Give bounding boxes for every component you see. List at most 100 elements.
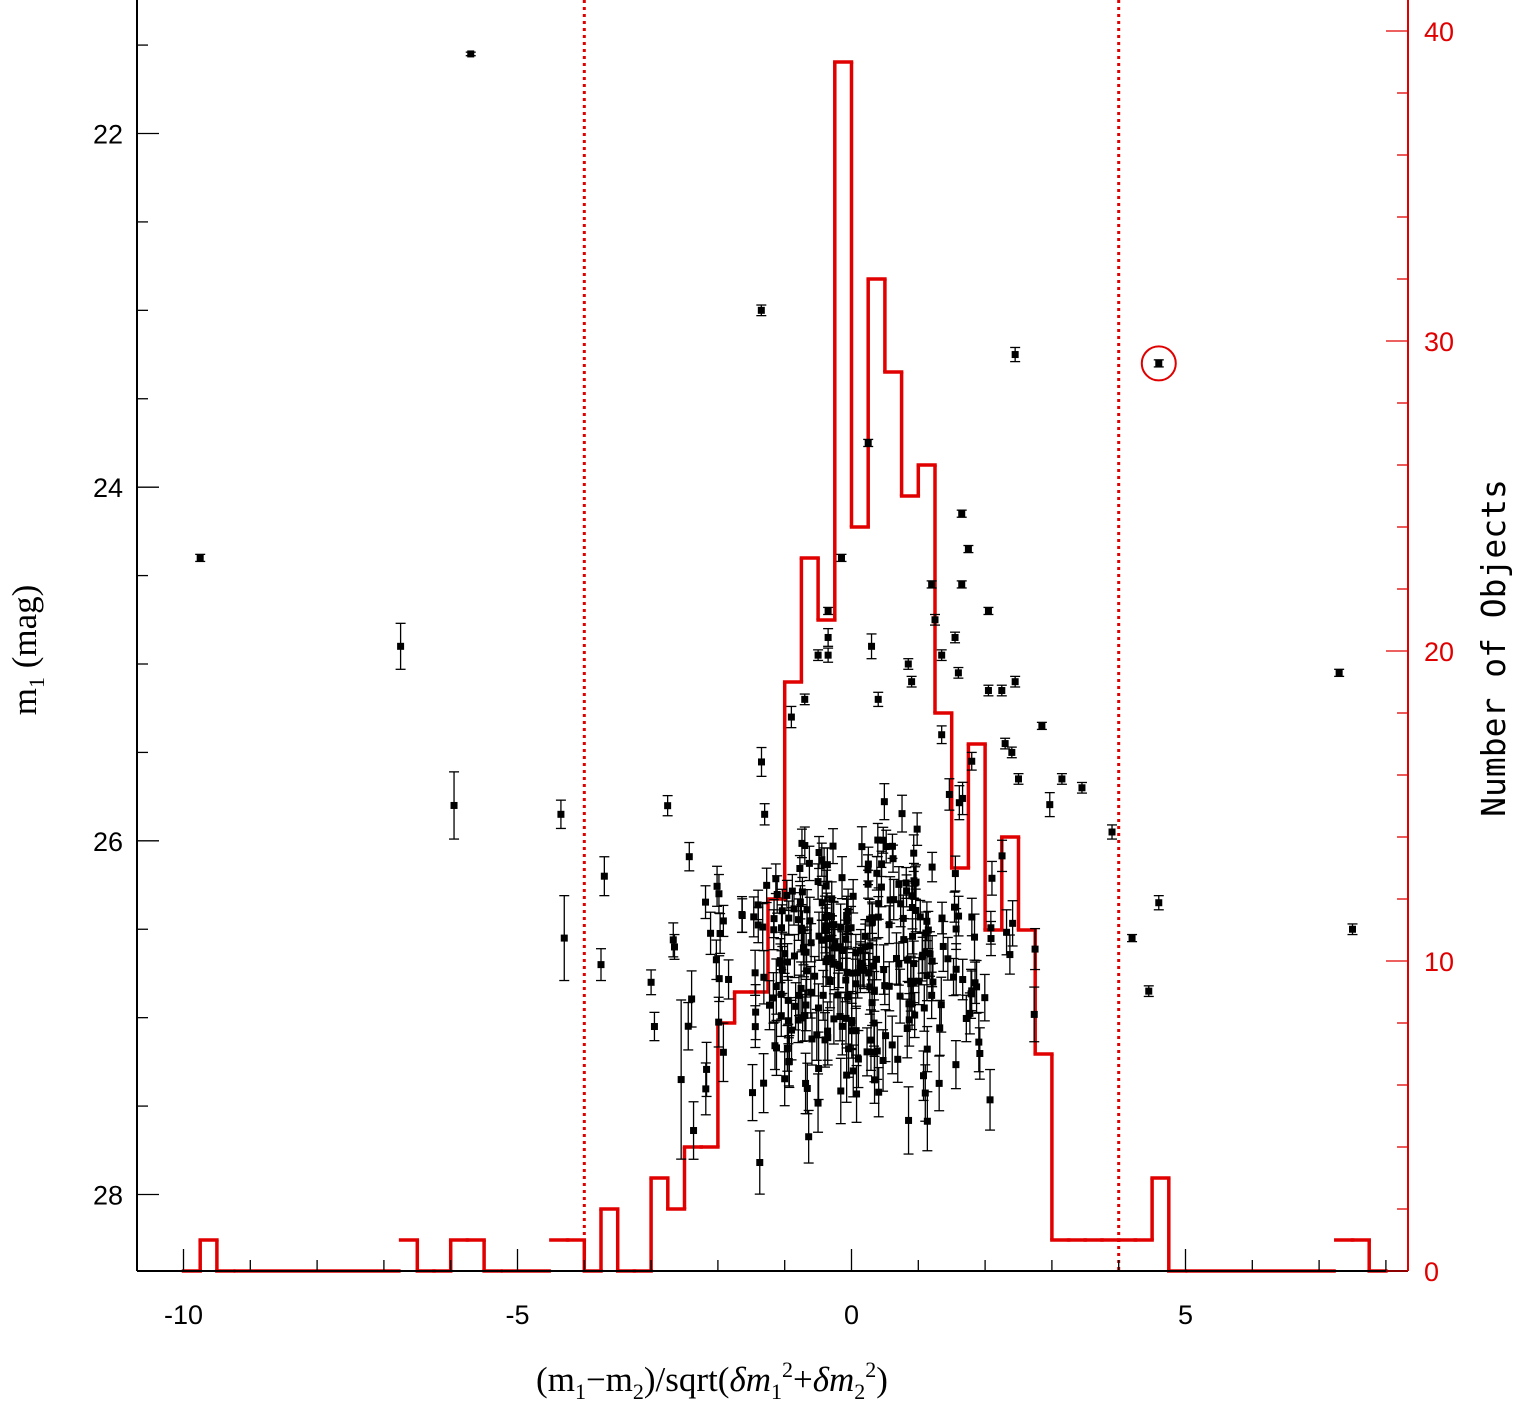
data-marker — [783, 891, 791, 899]
data-marker — [864, 439, 872, 447]
data-marker — [760, 1079, 768, 1087]
data-marker — [854, 1055, 862, 1063]
cloud-point — [936, 976, 947, 1033]
data-marker — [826, 978, 834, 986]
data-marker — [811, 972, 819, 980]
data-marker — [890, 896, 898, 904]
data-marker — [866, 942, 874, 950]
data-marker — [874, 836, 882, 844]
data-marker — [788, 887, 796, 895]
data-marker — [715, 890, 723, 898]
cloud-point — [901, 874, 912, 908]
cloud-point — [816, 842, 827, 877]
data-marker — [895, 960, 903, 968]
x-tick-label: -5 — [505, 1300, 529, 1330]
data-marker — [838, 874, 846, 882]
data-marker — [984, 607, 992, 615]
cloud-point — [777, 945, 788, 995]
data-point — [823, 606, 834, 616]
data-marker — [802, 1001, 810, 1009]
cloud-point — [686, 970, 697, 1028]
data-point — [1010, 675, 1021, 688]
cloud-point — [841, 992, 852, 1045]
data-marker — [905, 1116, 913, 1124]
data-marker — [792, 1002, 800, 1010]
cloud-point — [937, 901, 948, 935]
cloud-point — [1029, 986, 1040, 1043]
cloud-point — [713, 873, 724, 914]
cloud-point — [922, 1091, 933, 1152]
data-marker — [938, 914, 946, 922]
data-marker — [938, 651, 946, 659]
cloud-point — [907, 918, 918, 955]
data-marker — [955, 799, 963, 807]
cloud-point — [951, 943, 962, 996]
y2-axis-title: Number of Objects — [1474, 479, 1513, 817]
data-point — [953, 666, 964, 679]
cloud-point — [769, 898, 780, 939]
data-point — [1127, 933, 1138, 943]
data-marker — [868, 999, 876, 1007]
data-marker — [837, 554, 845, 562]
data-point — [786, 705, 797, 729]
cloud-point — [908, 940, 919, 987]
cloud-point — [986, 920, 997, 957]
data-points — [195, 50, 1358, 1195]
data-marker — [998, 687, 1006, 695]
data-marker — [450, 801, 458, 809]
data-marker — [920, 1004, 928, 1012]
cloud-point — [927, 851, 938, 883]
x-axis-title: (m1−m2)/sqrt(δm12+δm22) — [536, 1357, 888, 1401]
data-marker — [1145, 987, 1153, 995]
data-marker — [879, 1056, 887, 1064]
data-marker — [882, 843, 890, 851]
data-marker — [1108, 828, 1116, 836]
data-marker — [864, 880, 872, 888]
data-marker — [1038, 722, 1046, 730]
cloud-point — [781, 879, 792, 912]
cloud-point — [884, 905, 895, 945]
cloud-point — [790, 982, 801, 1031]
data-marker — [685, 853, 693, 861]
cloud-point — [827, 915, 838, 961]
data-marker — [859, 962, 867, 970]
data-marker — [911, 1011, 919, 1019]
data-point — [555, 799, 566, 830]
data-marker — [844, 993, 852, 1001]
cloud-point — [950, 855, 961, 892]
data-marker — [836, 943, 844, 951]
cloud-point — [897, 794, 908, 833]
data-marker — [928, 991, 936, 999]
data-marker — [904, 660, 912, 668]
cloud-point — [851, 1064, 862, 1123]
cloud-point — [957, 958, 968, 1001]
cloud-point — [1044, 791, 1055, 818]
data-marker — [874, 913, 882, 921]
data-marker — [684, 1022, 692, 1030]
data-marker — [815, 849, 823, 857]
data-point — [1347, 923, 1358, 936]
data-point — [863, 438, 874, 448]
data-marker — [818, 856, 826, 864]
cloud-point — [770, 863, 781, 895]
cloud-point — [803, 1109, 814, 1164]
cloud-point — [758, 1053, 769, 1114]
cloud-point — [954, 785, 965, 821]
data-marker — [821, 1036, 829, 1044]
cloud-point — [805, 965, 816, 1019]
data-marker — [783, 1044, 791, 1052]
data-marker — [849, 969, 857, 977]
data-marker — [868, 918, 876, 926]
data-marker — [771, 1042, 779, 1050]
cloud-point — [841, 898, 852, 943]
data-marker — [892, 954, 900, 962]
cloud-point — [885, 876, 896, 924]
data-marker — [900, 936, 908, 944]
data-marker — [874, 695, 882, 703]
cloud-point — [893, 942, 904, 986]
cloud-point — [813, 1073, 824, 1133]
data-point — [596, 948, 606, 982]
cloud-point — [723, 959, 734, 1000]
data-point — [936, 649, 947, 662]
cloud-point — [718, 1022, 729, 1083]
